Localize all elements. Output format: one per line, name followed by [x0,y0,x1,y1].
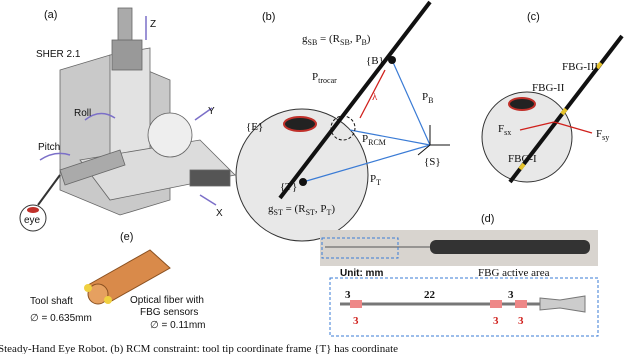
text-part: , P [315,203,327,215]
force-label: Fsy [596,128,609,142]
fbg-label: FBG-II [532,82,565,94]
fiber-label: FBG sensors [140,307,198,318]
p-b: PB [422,91,433,105]
frame-s [417,125,450,156]
g-st: gST = (RST, PT) [268,203,335,217]
frame-label: {E} [246,121,263,133]
eye-pupil [27,207,39,213]
fbg-area: FBG active area [478,267,550,279]
fiber-label: Optical fiber with [130,295,204,306]
fbg-markers [518,61,603,171]
tool-handle [430,240,590,254]
dimension: 3 [345,289,351,301]
frame-label: {T} [280,181,297,193]
text-part: ) [367,33,371,45]
dimension: 3 [508,289,514,301]
pupil [283,116,317,132]
shaft-dia: ∅ = 0.635mm [30,313,92,324]
text-part: P [370,173,376,185]
point-b [388,56,396,64]
vectors [302,59,431,183]
point-t [299,178,307,186]
force-label: Fsx [498,123,511,137]
text-part: , P [350,33,362,45]
fbg-label: FBG-III [562,61,598,73]
text-part: T [376,178,381,187]
text-part: SB [308,38,318,47]
text-part: g [302,33,308,45]
panel-label: (c) [527,11,540,23]
text-part: P [362,133,368,145]
text-part: P [422,91,428,103]
pupil [508,97,536,111]
fbg-zones [350,300,527,308]
lambda: λ [372,91,378,103]
axis-label: Y [208,106,215,117]
text-part: F [498,123,504,135]
text-part: = (R [283,203,306,215]
lambda-arrow [359,69,386,119]
force-arrows [519,121,593,134]
axis-label: Roll [74,108,91,119]
text-part: sy [602,133,609,142]
axis-label: Pitch [38,142,60,153]
p-rcm: PRCM [362,133,386,147]
text-part: B [428,96,433,105]
eye-circle [481,91,573,183]
text-part: P [312,71,318,83]
eye-icon [19,204,47,232]
detail-box [329,277,599,337]
text-part: F [596,128,602,140]
text-part: T [327,208,332,217]
text-part: trocar [318,76,337,85]
dimension: 3 [518,315,524,327]
eye-circle [235,108,369,242]
trocar [330,115,356,141]
caption: Steady-Hand Eye Robot. (b) RCM constrain… [0,343,398,354]
tool [278,0,432,200]
dimension: 3 [353,315,359,327]
frame-label: {B} [366,55,384,67]
text-part: RCM [368,138,386,147]
panel-label: (e) [120,231,133,243]
g-sb: gSB = (RSB, PB) [302,33,371,47]
text-part: g [268,203,274,215]
eye-label: eye [24,215,41,226]
axis-label: X [216,208,223,219]
fbg-label: FBG-I [508,153,537,165]
fiber-drawing [84,249,171,305]
panel-label: (d) [481,213,494,225]
text-part: ST [306,208,315,217]
robot-name: SHER 2.1 [36,49,81,60]
robot-drawing [37,7,236,216]
panel-label: (a) [44,9,57,21]
tool-tip [539,295,586,313]
p-trocar: Ptrocar [312,71,337,85]
text-part: ST [274,208,283,217]
text-part: sx [504,128,511,137]
text-part: = (R [317,33,340,45]
axis-label: Z [150,19,156,30]
p-t: PT [370,173,381,187]
dimension: 3 [493,315,499,327]
text-part: B [361,38,366,47]
shaft-label: Tool shaft [30,296,73,307]
dimension: 22 [424,289,436,301]
text-part: ) [331,203,335,215]
panel-label: (b) [262,11,275,23]
text-part: SB [340,38,350,47]
zoom-box [321,237,399,259]
axis-arrows [39,16,217,206]
frame-label: {S} [424,156,441,168]
unit: Unit: mm [340,268,383,279]
fiber-dia: ∅ = 0.11mm [150,320,206,331]
